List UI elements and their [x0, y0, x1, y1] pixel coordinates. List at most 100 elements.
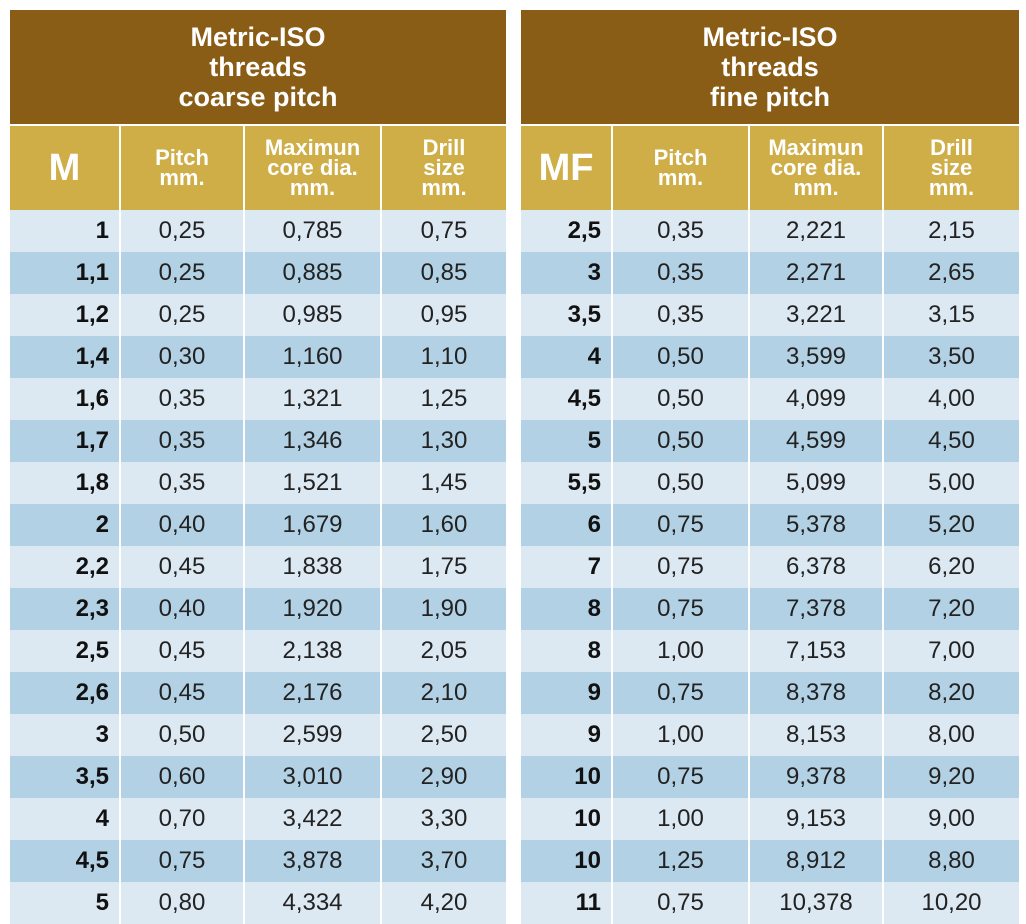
table-row: 2,5 0,45 2,138 2,05	[10, 630, 506, 672]
cell-size: 6	[521, 504, 613, 546]
cell-core-dia: 7,153	[750, 630, 884, 672]
cell-size: 1,6	[10, 378, 121, 420]
cell-pitch: 0,35	[613, 252, 750, 294]
cell-drill-size: 10,20	[921, 889, 982, 916]
table-row: 3 0,35 2,271 2,65	[521, 252, 1019, 294]
cell-drill-size: 1,45	[420, 469, 468, 496]
cell-pitch: 0,25	[121, 210, 245, 252]
cell-size: 1,1	[10, 252, 121, 294]
cell-core-dia: 1,838	[245, 546, 382, 588]
header-line: Drill	[422, 135, 466, 160]
cell-drill-size: 3,70	[420, 847, 468, 874]
cell-core-dia: 3,010	[245, 756, 382, 798]
table-row: 2,3 0,40 1,920 1,90	[10, 588, 506, 630]
cell-drill-size: 0,75	[420, 217, 468, 244]
cell-core-dia: 2,138	[245, 630, 382, 672]
header-line: MF	[538, 147, 594, 189]
cell-drill-size: 5,00	[928, 469, 975, 496]
cell-size: 1,2	[10, 294, 121, 336]
cell-pitch: 0,35	[613, 210, 750, 252]
cell-drill-size: 0,95	[420, 301, 468, 328]
cell-core-dia: 1,679	[245, 504, 382, 546]
cell-drill-size: 8,20	[928, 679, 975, 706]
cell-pitch: 0,60	[121, 756, 245, 798]
cell-pitch: 0,80	[121, 882, 245, 924]
cell-drill-size: 7,00	[928, 637, 975, 664]
cell-pitch: 0,75	[613, 546, 750, 588]
cell-pitch: 0,40	[121, 504, 245, 546]
cell-size: 1,8	[10, 462, 121, 504]
cell-drill-size: 3,15	[928, 301, 975, 328]
table-row: 4 0,70 3,422 3,30	[10, 798, 506, 840]
cell-pitch: 0,75	[613, 588, 750, 630]
table-row: 5 0,50 4,599 4,50	[521, 420, 1019, 462]
column-header-drill-size: Drill size mm.	[884, 126, 1019, 210]
table-row: 3 0,50 2,599 2,50	[10, 714, 506, 756]
cell-core-dia: 0,985	[245, 294, 382, 336]
cell-size: 3	[10, 714, 121, 756]
cell-drill-size: 1,90	[420, 595, 468, 622]
coarse-pitch-table: Metric-ISO threads coarse pitch M Pitch …	[10, 10, 506, 924]
cell-pitch: 0,70	[121, 798, 245, 840]
cell-drill-size: 8,00	[928, 721, 975, 748]
header-line: Maximun	[768, 135, 864, 160]
cell-pitch: 0,75	[613, 504, 750, 546]
cell-drill-size: 2,65	[928, 259, 975, 286]
header-line: core dia.	[770, 155, 862, 180]
cell-core-dia: 3,422	[245, 798, 382, 840]
header-line: core dia.	[267, 155, 358, 180]
cell-drill-size: 3,50	[928, 343, 975, 370]
cell-drill-size: 0,85	[420, 259, 468, 286]
cell-drill-size: 7,20	[928, 595, 975, 622]
cell-drill-size: 4,00	[928, 385, 975, 412]
cell-pitch: 0,50	[121, 714, 245, 756]
column-header-row: MF Pitch mm. Maximun core dia. mm. Drill…	[521, 124, 1019, 210]
cell-core-dia: 2,176	[245, 672, 382, 714]
cell-core-dia: 2,221	[750, 210, 884, 252]
header-line: mm.	[793, 175, 839, 200]
cell-size: 4,5	[10, 840, 121, 882]
cell-core-dia: 0,885	[245, 252, 382, 294]
table-row: 1,4 0,30 1,160 1,10	[10, 336, 506, 378]
table-title: Metric-ISO threads fine pitch	[521, 10, 1019, 124]
cell-pitch: 0,35	[121, 378, 245, 420]
header-line: mm.	[928, 175, 975, 200]
cell-size: 3,5	[521, 294, 613, 336]
cell-drill-size: 1,75	[420, 553, 468, 580]
cell-core-dia: 5,099	[750, 462, 884, 504]
cell-pitch: 0,30	[121, 336, 245, 378]
title-line: threads	[721, 52, 819, 82]
cell-pitch: 0,35	[121, 462, 245, 504]
table-body: 2,5 0,35 2,221 2,15 3 0,35 2,271 2,65 3,5 0,35 3,2…	[521, 210, 1019, 924]
table-row: 1,7 0,35 1,346 1,30	[10, 420, 506, 462]
table-row: 11 0,75 10,378 10,20	[521, 882, 1019, 924]
header-line: mm.	[421, 175, 467, 200]
column-header-core-dia: Maximun core dia. mm.	[245, 126, 382, 210]
table-row: 4 0,50 3,599 3,50	[521, 336, 1019, 378]
cell-drill-size: 2,50	[420, 721, 468, 748]
column-header-size: M	[10, 126, 121, 210]
cell-pitch: 0,45	[121, 630, 245, 672]
cell-pitch: 0,75	[613, 672, 750, 714]
column-header-size: MF	[521, 126, 613, 210]
cell-drill-size: 2,10	[420, 679, 468, 706]
header-line: M	[48, 147, 81, 189]
cell-drill-size: 1,60	[420, 511, 468, 538]
cell-size: 5	[521, 420, 613, 462]
column-header-core-dia: Maximun core dia. mm.	[750, 126, 884, 210]
cell-pitch: 1,00	[613, 798, 750, 840]
cell-size: 1	[10, 210, 121, 252]
table-row: 9 0,75 8,378 8,20	[521, 672, 1019, 714]
cell-size: 2	[10, 504, 121, 546]
header-line: Pitch	[653, 145, 708, 170]
table-row: 8 0,75 7,378 7,20	[521, 588, 1019, 630]
cell-size: 8	[521, 630, 613, 672]
cell-pitch: 0,50	[613, 378, 750, 420]
table-row: 2 0,40 1,679 1,60	[10, 504, 506, 546]
cell-core-dia: 0,785	[245, 210, 382, 252]
cell-pitch: 0,45	[121, 672, 245, 714]
cell-core-dia: 6,378	[750, 546, 884, 588]
cell-core-dia: 2,599	[245, 714, 382, 756]
cell-pitch: 0,45	[121, 546, 245, 588]
cell-drill-size: 1,25	[420, 385, 468, 412]
